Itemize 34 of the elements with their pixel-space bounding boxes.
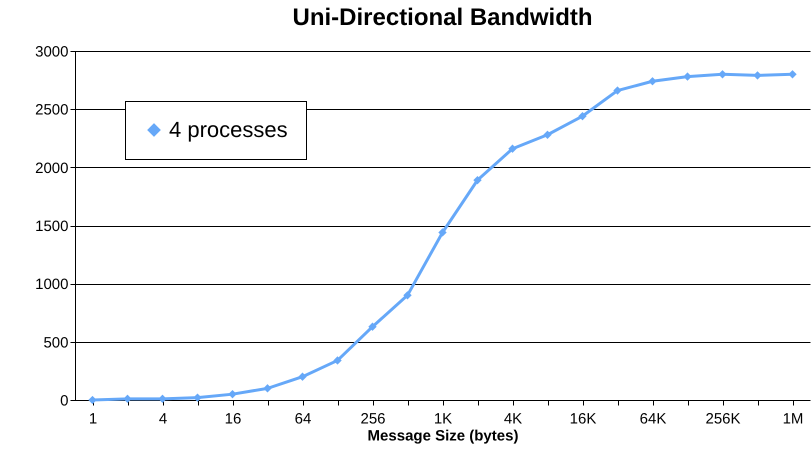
y-tick-label: 1000 [35, 276, 68, 294]
point [438, 228, 447, 237]
x-tick-label: 64K [640, 410, 666, 428]
y-tick-label: 500 [43, 334, 68, 352]
point [228, 390, 237, 398]
point [613, 86, 622, 95]
x-tick-label: 1M [782, 410, 804, 428]
point [543, 130, 552, 139]
y-tick-label: 2000 [35, 160, 68, 177]
x-tick-label: 16 [224, 410, 242, 428]
point [473, 176, 482, 184]
x-axis-title: Message Size (bytes) [368, 428, 518, 444]
point [368, 322, 377, 331]
x-tick-label: 1 [88, 410, 98, 428]
point [298, 372, 307, 381]
x-tick-label: 4K [504, 410, 522, 428]
x-tick-label: 256 [360, 410, 386, 428]
y-tick-label: 1500 [35, 218, 68, 235]
x-tick-label: 64 [294, 410, 312, 428]
point [578, 112, 587, 120]
legend-label: 4 processes [169, 117, 288, 142]
point [263, 384, 272, 393]
x-tick-label: 1K [434, 410, 452, 428]
y-tick-label: 3000 [35, 44, 68, 60]
point [333, 356, 342, 365]
point [403, 291, 412, 300]
point [508, 144, 517, 153]
x-tick-label: 256K [705, 410, 741, 428]
point [648, 77, 657, 86]
chart-title: Uni-Directional Bandwidth [292, 4, 592, 31]
x-tick-label: 16K [570, 410, 596, 428]
y-tick-label: 0 [60, 392, 68, 410]
y-tick-label: 2500 [35, 102, 68, 119]
x-tick-label: 4 [158, 410, 168, 428]
